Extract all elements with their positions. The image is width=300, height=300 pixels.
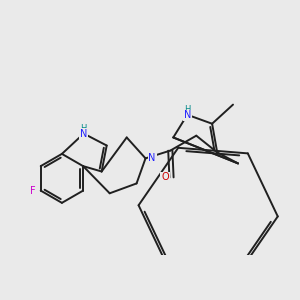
Text: F: F: [30, 186, 36, 196]
Text: O: O: [161, 172, 169, 182]
Text: N: N: [148, 153, 156, 164]
Text: N: N: [80, 129, 87, 139]
Text: H: H: [184, 105, 190, 114]
Text: N: N: [184, 110, 191, 120]
Text: H: H: [80, 124, 87, 133]
